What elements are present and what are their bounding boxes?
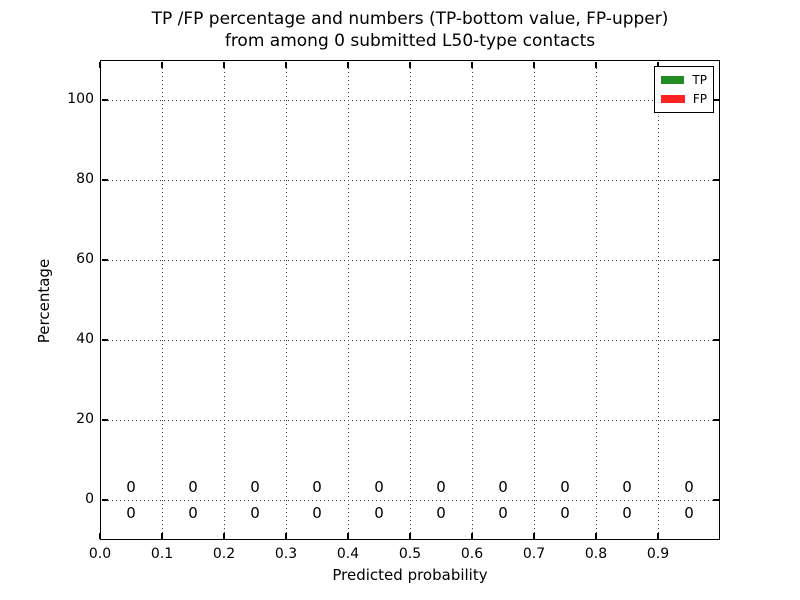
tp-count-label: 0 [622,504,632,522]
v-gridline [534,60,535,540]
tp-count-label: 0 [312,504,322,522]
v-gridline [162,60,163,540]
y-tick-label: 20 [76,411,94,427]
x-tick-mark [471,532,473,539]
h-gridline [100,260,720,261]
x-tick-mark [657,61,659,68]
v-gridline [596,60,597,540]
y-tick-mark [712,99,719,101]
x-tick-mark [533,532,535,539]
chart-title-line-1: TP /FP percentage and numbers (TP-bottom… [151,9,669,29]
tp-count-label: 0 [436,504,446,522]
x-tick-label: 0.8 [584,546,608,562]
y-tick-mark [101,499,108,501]
tp-count-label: 0 [126,504,136,522]
x-tick-mark [347,61,349,68]
fp-count-label: 0 [560,477,570,496]
y-tick-mark [101,339,108,341]
y-tick-mark [712,499,719,501]
x-tick-mark [471,61,473,68]
x-tick-mark [223,61,225,68]
x-tick-mark [657,532,659,539]
x-tick-mark [595,532,597,539]
legend-label-fp: FP [692,92,707,107]
tp-count-label: 0 [560,504,570,522]
x-tick-mark [223,532,225,539]
y-tick-mark [101,259,108,261]
x-tick-label: 0.9 [646,546,670,562]
tp-count-label: 0 [188,504,198,522]
x-tick-label: 0.1 [150,546,174,562]
x-tick-mark [595,61,597,68]
y-tick-mark [101,179,108,181]
v-gridline [410,60,411,540]
tp-count-label: 0 [250,504,260,522]
legend-item-fp: FP [661,93,707,105]
fp-count-label: 0 [250,477,260,496]
fp-count-label: 0 [126,477,136,496]
x-tick-mark [161,532,163,539]
x-tick-label: 0.2 [212,546,236,562]
v-gridline [348,60,349,540]
y-tick-mark [101,419,108,421]
x-tick-mark [409,61,411,68]
x-tick-label: 0.0 [88,546,112,562]
h-gridline [100,500,720,501]
tp-legend-swatch-icon [661,75,685,84]
fp-count-label: 0 [622,477,632,496]
x-tick-mark [533,61,535,68]
legend-item-tp: TP [661,74,707,86]
y-tick-label: 80 [76,171,94,187]
chart-title-line-2: from among 0 submitted L50-type contacts [224,31,596,51]
v-gridline [472,60,473,540]
y-tick-mark [712,339,719,341]
tp-count-label: 0 [684,504,694,522]
y-tick-label: 60 [76,251,94,267]
y-tick-mark [712,419,719,421]
x-tick-mark [285,532,287,539]
x-tick-mark [99,532,101,539]
h-gridline [100,180,720,181]
y-axis-label: Percentage [35,258,53,344]
x-tick-mark [161,61,163,68]
h-gridline [100,100,720,101]
h-gridline [100,340,720,341]
fp-count-label: 0 [188,477,198,496]
fp-count-label: 0 [498,477,508,496]
x-tick-mark [99,61,101,68]
y-tick-mark [712,259,719,261]
fp-count-label: 0 [374,477,384,496]
h-gridline [100,420,720,421]
fp-count-label: 0 [684,477,694,496]
x-tick-mark [347,532,349,539]
x-tick-label: 0.7 [522,546,546,562]
v-gridline [286,60,287,540]
axes-frame [100,60,720,540]
fp-count-label: 0 [436,477,446,496]
x-tick-label: 0.4 [336,546,360,562]
fp-legend-swatch-icon [661,95,685,104]
fp-count-label: 0 [312,477,322,496]
x-tick-label: 0.3 [274,546,298,562]
y-tick-mark [712,179,719,181]
x-tick-label: 0.6 [460,546,484,562]
y-tick-label: 40 [76,331,94,347]
v-gridline [224,60,225,540]
x-tick-mark [285,61,287,68]
x-axis-label: Predicted probability [332,566,488,584]
legend: TP FP [654,66,714,113]
x-tick-label: 0.5 [398,546,422,562]
tp-count-label: 0 [374,504,384,522]
x-tick-mark [409,532,411,539]
tp-count-label: 0 [498,504,508,522]
chart-title: TP /FP percentage and numbers (TP-bottom… [100,8,720,52]
y-tick-mark [101,99,108,101]
v-gridline [658,60,659,540]
y-tick-label: 0 [85,491,94,507]
legend-label-tp: TP [692,72,707,87]
y-tick-label: 100 [67,91,94,107]
